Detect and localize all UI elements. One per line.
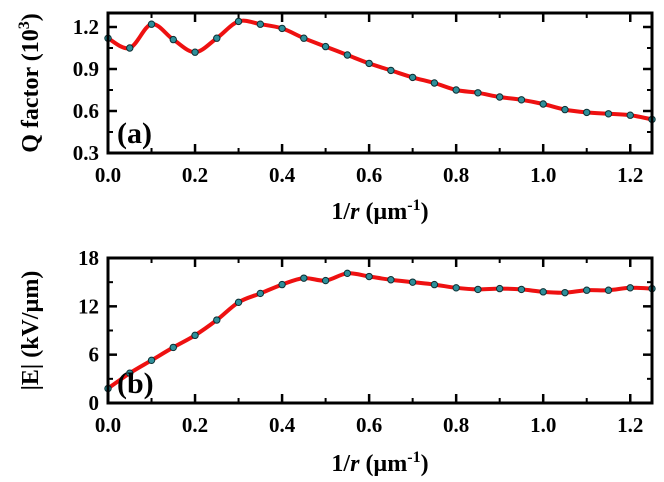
data-point — [387, 276, 395, 284]
x-axis-label: 1/r (µm-1) — [331, 449, 428, 477]
y-tick-label: 0.6 — [73, 99, 99, 123]
x-tick-label: 1.2 — [617, 163, 643, 187]
y-tick-label: 0.3 — [73, 141, 99, 165]
data-point — [517, 285, 526, 294]
data-point — [278, 24, 286, 33]
data-point — [169, 35, 177, 44]
panel-a: 0.0 0.2 0.4 0.6 0.8 1.0 1.2 0.3 0.6 0.9 1.2 (a) 1/r … — [16, 11, 656, 225]
x-tick-label: 1.0 — [530, 413, 556, 437]
data-point — [343, 51, 352, 59]
y-tick-label: 6 — [89, 343, 100, 367]
data-point — [300, 34, 308, 42]
data-point — [474, 89, 482, 97]
panel-label: (a) — [117, 117, 152, 150]
data-point — [300, 274, 308, 282]
x-axis-label: 1/r (µm-1) — [331, 197, 428, 225]
data-point — [191, 331, 199, 340]
x-tick-label: 0.0 — [95, 413, 121, 437]
data-point — [539, 100, 547, 108]
data-point — [321, 276, 330, 285]
x-tick-label: 0.2 — [182, 413, 208, 437]
data-point — [408, 73, 417, 82]
x-tick-label: 0.4 — [269, 413, 296, 437]
panel-label: (b) — [117, 367, 154, 400]
data-point — [343, 269, 352, 278]
data-point — [495, 284, 504, 293]
data-point — [408, 278, 417, 286]
data-point — [365, 59, 373, 68]
data-point — [474, 285, 482, 294]
data-point — [495, 93, 504, 101]
data-point — [517, 96, 526, 104]
data-point — [256, 20, 265, 28]
x-tick-label: 0.8 — [443, 413, 469, 437]
y-axis-label: Q factor (103) — [16, 13, 44, 153]
y-tick-label: 18 — [78, 246, 99, 270]
x-tick-label: 0.4 — [269, 163, 296, 187]
data-point — [626, 111, 634, 119]
y-axis-label: |E| (kV/µm) — [18, 271, 44, 391]
y-tick-label: 0 — [89, 391, 100, 415]
plot-frame — [106, 11, 654, 155]
x-tick-label: 0.0 — [95, 163, 121, 187]
data-point — [213, 316, 221, 324]
x-tick-label: 0.2 — [182, 163, 208, 187]
data-point — [147, 20, 156, 28]
series-line — [106, 18, 654, 122]
data-point — [191, 48, 199, 56]
data-point — [234, 298, 243, 307]
x-tick-label: 0.6 — [356, 163, 382, 187]
data-point — [452, 284, 460, 292]
data-point — [561, 105, 569, 114]
data-point — [604, 110, 613, 118]
y-tick-label: 1.2 — [73, 15, 99, 39]
data-point — [626, 284, 634, 292]
data-point — [126, 44, 134, 52]
data-point — [583, 108, 591, 117]
data-point — [539, 288, 547, 296]
x-tick-label: 1.2 — [617, 413, 643, 437]
data-point — [256, 289, 265, 298]
data-point — [126, 369, 134, 377]
data-point — [169, 343, 177, 352]
plot-frame — [106, 256, 654, 405]
data-point — [147, 356, 156, 365]
x-tick-label: 0.8 — [443, 163, 469, 187]
data-point — [234, 17, 243, 26]
x-tick-label: 0.6 — [356, 413, 382, 437]
data-point — [583, 286, 591, 294]
data-point — [365, 272, 373, 281]
data-point — [452, 86, 460, 94]
series-line — [106, 271, 654, 391]
panel-b: 0.0 0.2 0.4 0.6 0.8 1.0 1.2 0 6 12 18 (b) 1/r (µm-1)… — [18, 246, 656, 477]
data-point — [430, 79, 439, 87]
y-tick-label: 12 — [78, 294, 99, 318]
data-point — [278, 280, 286, 289]
data-point — [387, 66, 395, 75]
data-point — [213, 34, 221, 42]
y-tick-label: 0.9 — [73, 57, 99, 81]
data-point — [430, 280, 439, 289]
data-point — [604, 286, 613, 294]
data-point — [561, 288, 569, 297]
x-tick-label: 1.0 — [530, 163, 556, 187]
data-point — [321, 42, 330, 51]
